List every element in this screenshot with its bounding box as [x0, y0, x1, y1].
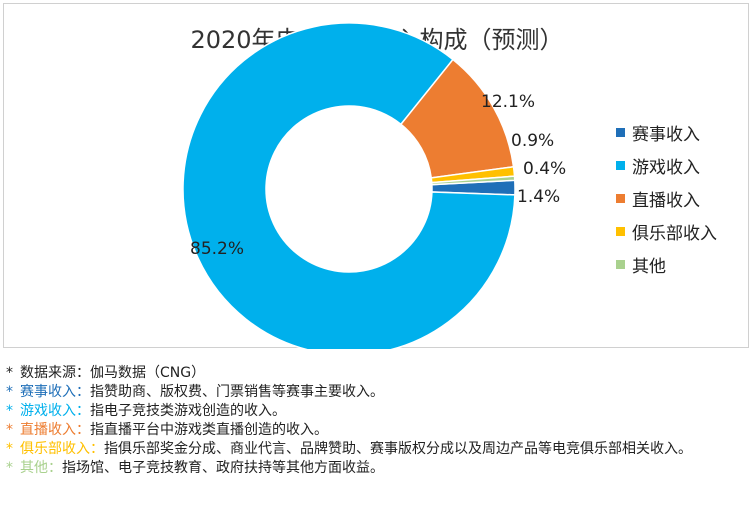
bullet-star: *: [6, 384, 13, 400]
note-desc: 指赞助商、版权费、门票销售等赛事主要收入。: [90, 384, 384, 400]
note-term: 俱乐部收入：: [20, 441, 104, 457]
legend-swatch: [616, 260, 625, 269]
bullet-star: *: [6, 403, 13, 419]
legend-label: 游戏收入: [632, 158, 700, 178]
slice-2: [182, 22, 516, 349]
legend-swatch: [616, 227, 625, 236]
legend-swatch: [616, 128, 625, 137]
bullet-star: *: [6, 365, 13, 381]
legend-label: 其他: [632, 257, 666, 277]
bullet-star: *: [6, 460, 13, 476]
note-term: 直播收入：: [20, 422, 90, 438]
note-desc: 指直播平台中游戏类直播创造的收入。: [90, 422, 328, 438]
note-item: * 俱乐部收入：指俱乐部奖金分成、商业代言、品牌赞助、赛事版权分成以及周边产品等电…: [6, 440, 751, 459]
notes: * 数据来源：伽马数据（CNG） * 赛事收入：指赞助商、版权费、门票销售等赛事主要…: [6, 364, 751, 478]
note-term: 游戏收入：: [20, 403, 90, 419]
note-desc: 指场馆、电子竞技教育、政府扶持等其他方面收益。: [62, 460, 384, 476]
note-item: * 直播收入：指直播平台中游戏类直播创造的收入。: [6, 421, 751, 440]
data-label-5: 0.4%: [523, 159, 566, 179]
note-items: * 赛事收入：指赞助商、版权费、门票销售等赛事主要收入。 * 游戏收入：指电子竞技类游…: [6, 383, 751, 478]
source-text: 数据来源：伽马数据（CNG）: [20, 365, 206, 381]
legend-label: 俱乐部收入: [632, 224, 717, 244]
note-item: * 其他：指场馆、电子竞技教育、政府扶持等其他方面收益。: [6, 459, 751, 478]
chart-frame: 2020年电竞产业收入构成（预测） 1.4%85.2%12.1%0.9%0.4%…: [3, 3, 749, 349]
note-item: * 游戏收入：指电子竞技类游戏创造的收入。: [6, 402, 751, 421]
legend-item: 直播收入: [616, 182, 717, 215]
legend: 赛事收入游戏收入直播收入俱乐部收入其他: [616, 116, 717, 281]
legend-swatch: [616, 194, 625, 203]
note-item: * 赛事收入：指赞助商、版权费、门票销售等赛事主要收入。: [6, 383, 751, 402]
slice-5: [430, 175, 516, 186]
bullet-star: *: [6, 422, 13, 438]
note-term: 赛事收入：: [20, 384, 90, 400]
source-note: * 数据来源：伽马数据（CNG）: [6, 364, 751, 383]
legend-label: 赛事收入: [632, 125, 700, 145]
data-label-2: 85.2%: [190, 239, 244, 259]
legend-item: 俱乐部收入: [616, 215, 717, 248]
legend-item: 游戏收入: [616, 149, 717, 182]
data-label-1: 1.4%: [517, 187, 560, 207]
note-term: 其他：: [20, 460, 62, 476]
note-desc: 指电子竞技类游戏创造的收入。: [90, 403, 286, 419]
legend-label: 直播收入: [632, 191, 700, 211]
legend-item: 其他: [616, 248, 717, 281]
donut-chart: 1.4% 85.2% 12.1% 0.9% 0.4%: [182, 22, 566, 349]
data-label-3: 12.1%: [481, 92, 535, 112]
data-label-4: 0.9%: [511, 131, 554, 151]
note-desc: 指俱乐部奖金分成、商业代言、品牌赞助、赛事版权分成以及周边产品等电竞俱乐部相关收…: [104, 441, 692, 457]
legend-item: 赛事收入: [616, 116, 717, 149]
legend-swatch: [616, 161, 625, 170]
bullet-star: *: [6, 441, 13, 457]
